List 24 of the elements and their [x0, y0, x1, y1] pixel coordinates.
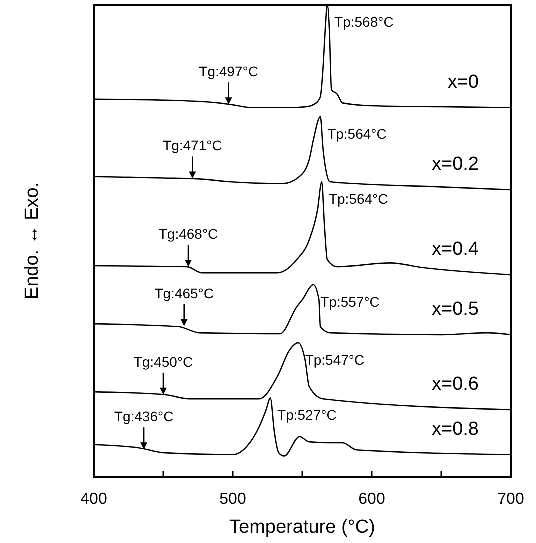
series-label: x=0.2 — [432, 154, 479, 176]
annotation: Tp:564°C — [328, 191, 388, 207]
annotation: Tg:436°C — [114, 408, 174, 425]
annotation: Tg:468°C — [158, 226, 218, 242]
series-label: x=0.8 — [432, 418, 479, 440]
x-axis-title: Temperature (°C) — [230, 517, 376, 538]
series-label: x=0.4 — [432, 238, 480, 260]
y-axis-title: Endo. ↔ Exo. — [22, 182, 43, 300]
annotation: Tg:450°C — [134, 354, 194, 370]
series-label: x=0.6 — [432, 374, 479, 395]
x-tick-label: 600 — [358, 491, 386, 508]
annotation: Tp:527°C — [278, 407, 337, 424]
x-tick-label: 500 — [220, 491, 246, 508]
annotation: Tp:557°C — [320, 294, 380, 310]
annotation: Tp:568°C — [334, 14, 394, 30]
series-label: x=0.5 — [432, 298, 479, 320]
annotation: Tp:547°C — [305, 352, 365, 368]
annotation: Tp:564°C — [328, 126, 387, 142]
x-tick-label: 700 — [498, 491, 524, 508]
series-label: x=0 — [448, 72, 479, 93]
annotation: Tg:465°C — [154, 285, 214, 302]
annotation: Tg:471°C — [163, 138, 222, 154]
annotation: Tg:497°C — [199, 64, 258, 80]
x-tick-label: 400 — [80, 491, 108, 508]
